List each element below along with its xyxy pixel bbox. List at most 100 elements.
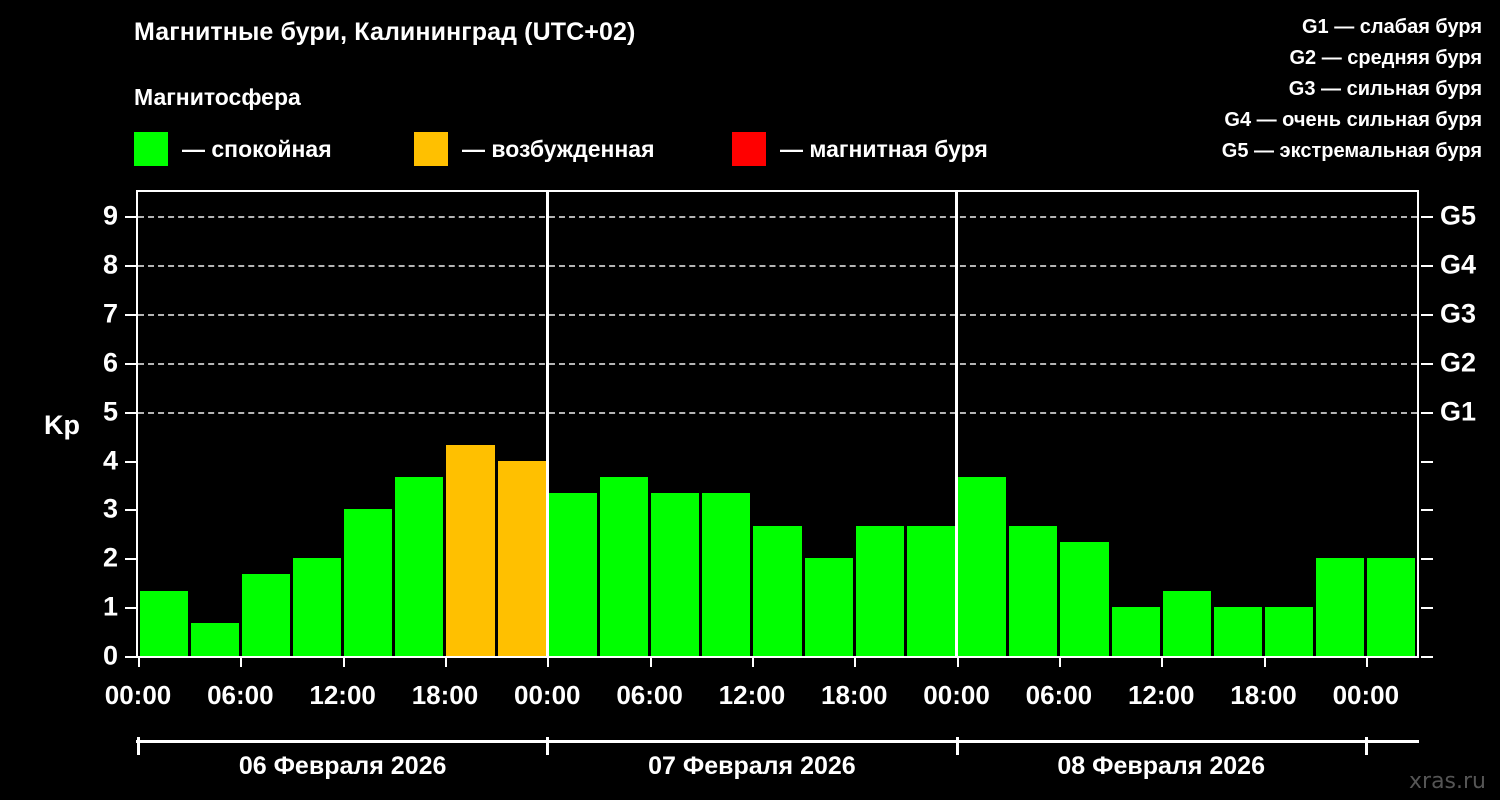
x-tick-mark-h48 bbox=[956, 657, 959, 667]
legend-calm-swatch-icon bbox=[134, 132, 168, 166]
x-tick-label-h18: 18:00 bbox=[411, 680, 479, 710]
bar-08-1200[interactable] bbox=[1162, 591, 1211, 656]
day-separator-h48 bbox=[955, 192, 959, 656]
bar-06-1500[interactable] bbox=[395, 476, 444, 656]
x-tick-mark-h24 bbox=[547, 657, 550, 667]
legend-unsettled: — возбужденная bbox=[414, 132, 655, 166]
plot-inner bbox=[138, 192, 1417, 656]
kp-bar-chart-plot bbox=[136, 190, 1419, 658]
y-tick-mark-7 bbox=[125, 314, 137, 317]
bar-08-2100[interactable] bbox=[1316, 558, 1365, 656]
x-tick-mark-h30 bbox=[649, 657, 652, 667]
x-tick-label-h72: 00:00 bbox=[1332, 680, 1400, 710]
bar-07-0000[interactable] bbox=[548, 493, 597, 656]
x-tick-label-h12: 12:00 bbox=[309, 680, 376, 710]
bar-07-2100[interactable] bbox=[906, 525, 956, 656]
day-axis-cap-h24 bbox=[546, 737, 550, 755]
bar-08-0300[interactable] bbox=[1009, 525, 1058, 656]
y-tick-mark-1 bbox=[125, 607, 137, 610]
x-tick-label-h30: 06:00 bbox=[616, 680, 683, 710]
right-tick-mark-9 bbox=[1421, 216, 1433, 219]
y-tick-label-5: 5 bbox=[102, 396, 118, 427]
bar-07-0600[interactable] bbox=[651, 493, 700, 656]
x-tick-label-h24: 00:00 bbox=[514, 680, 581, 710]
bar-07-1800[interactable] bbox=[855, 525, 904, 656]
g-scale-row-1: G1 — слабая буря bbox=[1301, 16, 1482, 38]
bar-07-1500[interactable] bbox=[804, 558, 853, 656]
gridline-kp-6 bbox=[138, 362, 1417, 365]
y-tick-label-4: 4 bbox=[102, 445, 118, 476]
right-tick-mark-8 bbox=[1421, 265, 1433, 268]
day-separator-h24 bbox=[545, 192, 549, 656]
x-tick-mark-h12 bbox=[342, 657, 345, 667]
day-axis-cap-h72 bbox=[1364, 737, 1368, 755]
x-tick-mark-h42 bbox=[854, 657, 857, 667]
bar-08-1800[interactable] bbox=[1265, 607, 1314, 656]
right-tick-mark-7 bbox=[1421, 314, 1433, 317]
legend-storm-label: — магнитная буря bbox=[780, 136, 988, 162]
g-tick-label-G2: G2 bbox=[1440, 347, 1477, 378]
gridline-kp-5 bbox=[138, 411, 1417, 414]
bar-08-0900[interactable] bbox=[1111, 607, 1160, 656]
y-tick-label-1: 1 bbox=[102, 591, 118, 622]
right-tick-mark-2 bbox=[1421, 558, 1433, 561]
y-tick-mark-4 bbox=[125, 460, 137, 463]
legend-storm: — магнитная буря bbox=[732, 132, 988, 166]
x-tick-mark-h72 bbox=[1365, 657, 1368, 667]
bar-06-0900[interactable] bbox=[292, 558, 342, 656]
magnetosphere-label: Магнитосфера bbox=[134, 84, 301, 110]
bar-08-0000[interactable] bbox=[958, 476, 1007, 656]
day-axis-cap-h0 bbox=[137, 737, 140, 755]
g-scale-row-5: G5 — экстремальная буря bbox=[1221, 140, 1482, 162]
g-scale-legend: G1 — слабая буря G2 — средняя буря G3 — си… bbox=[1222, 12, 1482, 167]
bars-container bbox=[138, 192, 1417, 656]
y-tick-label-6: 6 bbox=[102, 347, 118, 378]
y-tick-mark-2 bbox=[125, 558, 137, 561]
x-tick-label-h42: 18:00 bbox=[820, 680, 888, 710]
y-tick-mark-0 bbox=[125, 656, 137, 658]
legend-unsettled-label: — возбужденная bbox=[462, 136, 655, 162]
y-tick-label-7: 7 bbox=[102, 298, 118, 329]
right-tick-mark-4 bbox=[1421, 460, 1433, 463]
bar-08-1500[interactable] bbox=[1213, 607, 1263, 656]
day-axis-rule bbox=[136, 740, 1419, 743]
right-tick-mark-3 bbox=[1421, 509, 1433, 512]
gridline-kp-9 bbox=[138, 216, 1417, 219]
bar-07-0900[interactable] bbox=[702, 493, 751, 656]
day-label-2: 07 Февраля 2026 bbox=[648, 752, 856, 780]
bar-06-0300[interactable] bbox=[190, 623, 239, 656]
bar-06-0600[interactable] bbox=[241, 574, 290, 656]
day-label-1: 06 Февраля 2026 bbox=[238, 752, 447, 780]
y-tick-mark-3 bbox=[125, 509, 137, 512]
bar-06-1800[interactable] bbox=[446, 444, 495, 656]
right-tick-mark-6 bbox=[1421, 362, 1433, 365]
x-tick-label-h54: 06:00 bbox=[1025, 680, 1093, 710]
day-axis-cap-h48 bbox=[955, 737, 959, 755]
x-tick-label-h66: 18:00 bbox=[1230, 680, 1297, 710]
right-tick-mark-1 bbox=[1421, 607, 1433, 610]
y-tick-label-9: 9 bbox=[102, 200, 118, 231]
x-tick-mark-h0 bbox=[138, 657, 140, 667]
bar-07-1200[interactable] bbox=[753, 525, 802, 656]
bar-06-1200[interactable] bbox=[344, 509, 393, 656]
x-tick-label-h60: 12:00 bbox=[1127, 680, 1195, 710]
bar-06-2100[interactable] bbox=[497, 460, 546, 656]
y-tick-mark-8 bbox=[125, 265, 137, 268]
bar-07-0300[interactable] bbox=[599, 476, 649, 656]
bar-08-0000[interactable] bbox=[1367, 558, 1416, 656]
bar-08-0600[interactable] bbox=[1060, 542, 1109, 656]
x-tick-label-h6: 06:00 bbox=[207, 680, 274, 710]
y-tick-mark-9 bbox=[125, 216, 137, 219]
x-tick-mark-h36 bbox=[751, 657, 754, 667]
y-tick-label-8: 8 bbox=[102, 249, 118, 280]
right-tick-mark-5 bbox=[1421, 411, 1433, 414]
x-tick-mark-h6 bbox=[240, 657, 243, 667]
gridline-kp-8 bbox=[138, 265, 1417, 268]
x-tick-mark-h54 bbox=[1058, 657, 1061, 667]
bar-06-0000[interactable] bbox=[139, 591, 188, 656]
y-tick-label-2: 2 bbox=[102, 542, 118, 573]
x-tick-mark-h66 bbox=[1263, 657, 1266, 667]
g-scale-row-2: G2 — средняя буря bbox=[1289, 47, 1483, 69]
x-tick-mark-h60 bbox=[1161, 657, 1164, 667]
